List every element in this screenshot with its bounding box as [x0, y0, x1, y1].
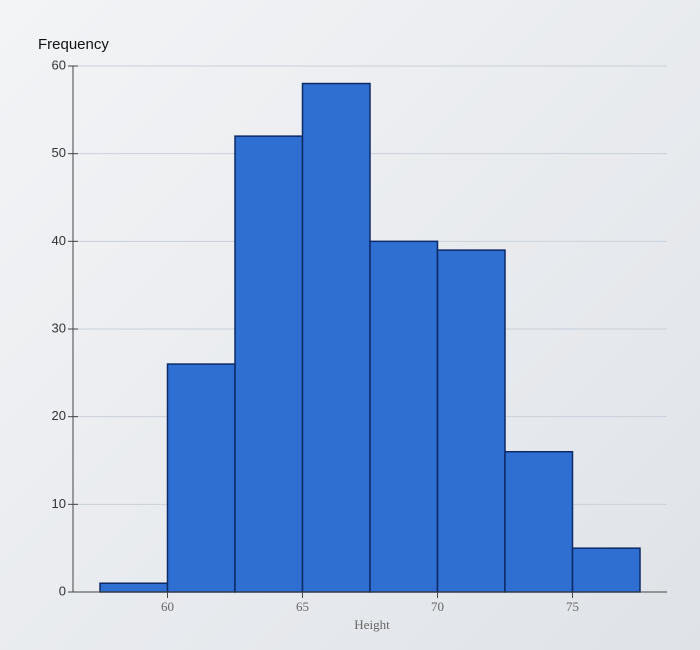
x-tick-label: 65 — [296, 599, 309, 614]
y-tick-label: 40 — [52, 233, 66, 248]
y-axis-label: Frequency — [38, 36, 109, 53]
bar — [436, 249, 506, 593]
y-tick-label: 30 — [52, 320, 66, 335]
bar — [234, 135, 304, 593]
bar — [166, 363, 236, 593]
bar — [301, 82, 371, 593]
y-tick-label: 20 — [52, 408, 66, 423]
bar — [571, 547, 641, 593]
bar — [504, 450, 574, 593]
y-tick-label: 0 — [59, 583, 66, 598]
y-tick-label: 10 — [52, 496, 66, 511]
bar — [99, 582, 169, 593]
x-tick-label: 70 — [431, 599, 444, 614]
x-tick-label: 75 — [566, 599, 579, 614]
bar — [369, 240, 439, 593]
y-tick-label: 50 — [52, 145, 66, 160]
x-tick-label: 60 — [161, 599, 174, 614]
y-tick-label: 60 — [52, 57, 66, 72]
x-axis-label: Height — [354, 617, 390, 632]
